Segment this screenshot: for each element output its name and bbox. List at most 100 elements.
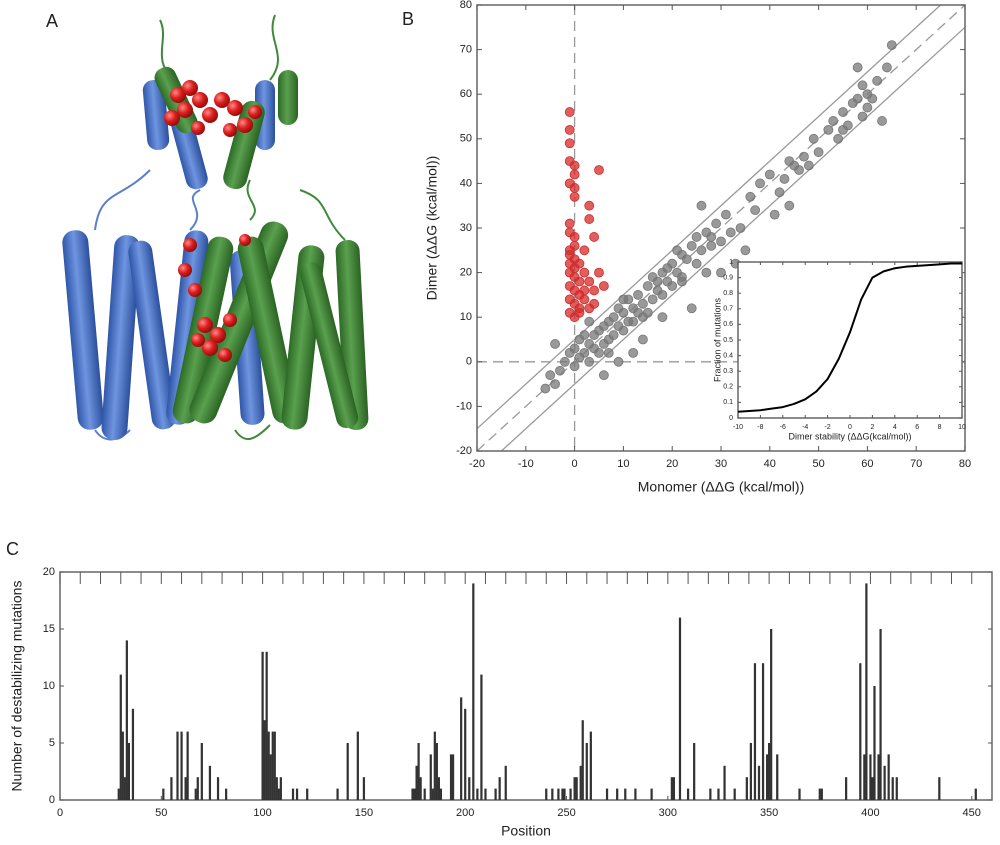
scatter-point	[618, 307, 629, 318]
y-tick-label: 20	[43, 566, 55, 578]
x-tick-label: 150	[355, 807, 373, 819]
x-tick-label: 300	[659, 807, 677, 819]
scatter-point	[618, 325, 629, 336]
bar	[121, 731, 124, 800]
y-tick-label: 0	[466, 356, 472, 368]
x-tick-label: 30	[715, 458, 727, 470]
x-tick-label: 80	[959, 458, 971, 470]
bar	[871, 777, 874, 800]
bar	[306, 788, 309, 800]
scatter-point	[647, 294, 658, 305]
bar	[498, 777, 501, 800]
bar	[472, 583, 475, 800]
x-tick-label: 450	[963, 807, 981, 819]
scatter-point	[569, 182, 580, 193]
y-tick-label: 0.3	[723, 368, 733, 375]
bar	[765, 754, 769, 800]
y-tick-label: -20	[456, 445, 472, 457]
x-tick-label: -20	[469, 458, 485, 470]
bar	[261, 651, 264, 800]
scatter-point	[686, 303, 697, 314]
bar	[411, 788, 414, 800]
scatter-point	[803, 160, 814, 171]
scatter-point	[877, 116, 887, 126]
bar	[879, 629, 882, 800]
scatter-point	[564, 218, 575, 229]
bar	[265, 651, 268, 800]
bar	[761, 663, 765, 800]
bar	[291, 788, 295, 800]
scatter-point	[706, 232, 717, 242]
scatter-point	[589, 232, 600, 242]
x-tick-label: 50	[155, 807, 167, 819]
bar	[575, 777, 578, 800]
y-tick-label: 0	[49, 794, 55, 806]
bar	[464, 708, 467, 800]
y-tick-label: 0.6	[723, 321, 733, 328]
bar	[194, 788, 197, 800]
scatter-point	[569, 232, 580, 242]
scatter-point	[677, 276, 687, 287]
scatter-point	[569, 160, 580, 171]
scatter-point	[852, 93, 863, 104]
bar	[845, 777, 848, 800]
y-tick-label: 0.2	[723, 384, 733, 391]
bar	[437, 777, 440, 800]
x-tick-label: 20	[666, 458, 678, 470]
scatter-point	[857, 80, 868, 91]
bar	[753, 663, 757, 800]
y-tick-label: -10	[456, 400, 472, 412]
scatter-point	[706, 240, 717, 251]
bar	[225, 788, 228, 800]
x-axis-label: Monomer (ΔΔG (kcal/mol))	[638, 479, 805, 495]
bar	[271, 731, 274, 800]
bar	[131, 708, 135, 800]
scatter-point	[681, 254, 692, 265]
x-tick-label: 400	[861, 807, 879, 819]
bar	[820, 788, 823, 800]
bar	[770, 629, 773, 800]
bar	[717, 788, 720, 800]
bar	[869, 754, 872, 800]
bar	[476, 788, 479, 800]
bar	[480, 674, 483, 800]
x-tick-label: -6	[780, 424, 786, 431]
bar	[419, 777, 422, 800]
bar	[119, 674, 122, 800]
scatter-point	[579, 347, 590, 358]
bar	[569, 788, 572, 800]
scatter-point	[579, 285, 590, 296]
scatter-point	[872, 75, 883, 86]
bar	[686, 788, 690, 800]
y-axis-label: Dimer (ΔΔG (kcal/mol))	[424, 156, 440, 301]
y-tick-label: 10	[460, 311, 472, 323]
scatter-point	[720, 209, 731, 220]
bar	[277, 788, 280, 800]
bar	[974, 788, 977, 800]
scatter-point	[574, 258, 585, 269]
x-tick-label: -4	[802, 424, 808, 431]
bar	[723, 765, 726, 800]
scatter-point	[686, 240, 697, 251]
x-tick-label: -8	[757, 424, 763, 431]
scatter-point	[838, 107, 848, 117]
scatter-point	[638, 298, 648, 309]
bar	[887, 754, 890, 800]
scatter-point	[745, 191, 756, 202]
scatter-point	[598, 370, 609, 381]
y-tick-label: 15	[43, 623, 55, 635]
bar	[672, 777, 676, 800]
panel-label: A	[46, 11, 58, 31]
bar	[670, 777, 673, 800]
bar	[208, 765, 212, 800]
scatter-point	[725, 227, 736, 238]
y-tick-label: 40	[460, 177, 472, 189]
panel-label: C	[6, 539, 19, 559]
bar	[216, 777, 220, 800]
scatter-point	[579, 294, 590, 305]
bar	[186, 731, 189, 800]
y-tick-label: 30	[460, 222, 472, 234]
bar	[545, 788, 548, 800]
scatter-point	[584, 316, 595, 327]
scatter-point	[794, 165, 804, 175]
